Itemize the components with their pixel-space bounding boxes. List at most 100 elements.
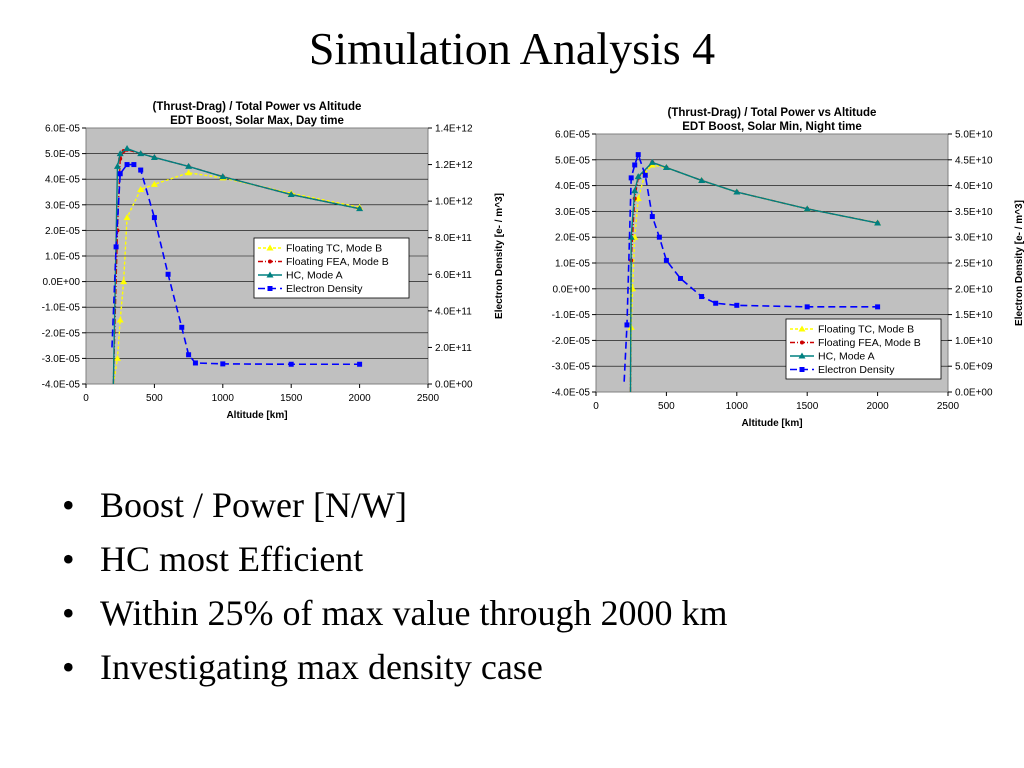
legend-label: HC, Mode A <box>818 351 875 363</box>
legend-label: Floating FEA, Mode B <box>818 337 921 349</box>
y-tick-label: 5.0E-05 <box>45 149 80 160</box>
x-tick-label: 2500 <box>937 401 960 412</box>
y-tick-label: 2.0E-05 <box>45 226 80 237</box>
x-tick-label: 2500 <box>417 393 440 404</box>
y-tick-label: 0.0E+00 <box>42 277 80 288</box>
y-tick-label: 4.0E-05 <box>45 175 80 186</box>
chart-solar-max-day: (Thrust-Drag) / Total Power vs Altitude E… <box>30 92 510 430</box>
x-tick-label: 1000 <box>212 393 235 404</box>
y2-tick-label: 0.0E+00 <box>955 388 993 399</box>
y2-tick-label: 2.0E+10 <box>955 284 993 295</box>
data-point <box>179 324 185 330</box>
y2-tick-label: 1.0E+10 <box>955 336 993 347</box>
legend-marker <box>800 340 804 345</box>
x-tick-label: 1500 <box>796 401 819 412</box>
y-tick-label: 5.0E-05 <box>555 155 590 166</box>
x-tick-label: 500 <box>146 393 163 404</box>
legend-label: HC, Mode A <box>286 270 343 282</box>
bullet-text: Within 25% of max value through 2000 km <box>100 593 728 633</box>
data-point <box>733 188 741 195</box>
data-point <box>165 271 171 277</box>
data-point <box>113 244 119 250</box>
data-point <box>287 191 295 198</box>
chart-svg: (Thrust-Drag) / Total Power vs Altitude E… <box>552 107 1024 429</box>
data-point <box>192 360 198 366</box>
data-point <box>874 219 882 226</box>
x-tick-label: 2000 <box>348 393 371 404</box>
data-point <box>220 361 226 367</box>
bullet-text: Boost / Power [N/W] <box>100 485 407 525</box>
chart-title: (Thrust-Drag) / Total Power vs Altitude <box>668 107 877 119</box>
data-point <box>632 162 638 168</box>
data-point <box>131 162 137 168</box>
data-point <box>713 300 719 306</box>
data-point <box>631 187 639 194</box>
series-hc-mode-a <box>112 144 364 384</box>
y2-tick-label: 3.0E+10 <box>955 233 993 244</box>
data-point <box>116 150 124 157</box>
data-point <box>151 215 157 221</box>
legend-label: Floating TC, Mode B <box>818 324 914 336</box>
data-point <box>120 278 128 285</box>
x-tick-label: 0 <box>83 393 89 404</box>
y-tick-label: -2.0E-05 <box>552 336 591 347</box>
data-point <box>138 167 144 173</box>
y2-tick-label: 5.0E+09 <box>955 362 993 373</box>
y2-tick-label: 4.0E+10 <box>955 181 993 192</box>
x-axis-label: Altitude [km] <box>741 418 802 429</box>
y-tick-label: 1.0E-05 <box>555 259 590 270</box>
bullet-icon: • <box>62 593 75 633</box>
bullet-item: • Within 25% of max value through 2000 km <box>62 586 727 640</box>
y2-tick-label: 5.0E+10 <box>955 130 993 141</box>
y-tick-label: -3.0E-05 <box>42 354 81 365</box>
data-point <box>656 234 662 240</box>
x-tick-label: 500 <box>658 401 675 412</box>
y2-tick-label: 4.0E+11 <box>435 306 472 317</box>
data-point <box>357 361 363 367</box>
data-point <box>137 150 145 157</box>
y-tick-label: -4.0E-05 <box>552 388 591 399</box>
data-point <box>804 304 810 310</box>
legend-marker <box>267 286 273 291</box>
series-line <box>112 147 360 384</box>
y2-tick-label: 4.5E+10 <box>955 155 993 166</box>
data-point <box>642 172 648 178</box>
data-point <box>123 214 131 221</box>
data-point <box>624 322 630 328</box>
data-point <box>150 153 158 160</box>
y2-tick-label: 0.0E+00 <box>435 380 473 391</box>
series-line <box>111 163 360 366</box>
data-point <box>628 175 634 181</box>
data-point <box>803 205 811 212</box>
legend-label: Electron Density <box>286 283 363 295</box>
bullet-text: HC most Efficient <box>100 539 364 579</box>
y2-tick-label: 1.2E+12 <box>435 160 473 171</box>
data-point <box>219 173 227 180</box>
data-point <box>635 152 641 158</box>
series-line <box>629 161 878 392</box>
y-tick-label: 1.0E-05 <box>45 252 80 263</box>
bullet-item: • Boost / Power [N/W] <box>62 478 727 532</box>
y-tick-label: -3.0E-05 <box>552 362 591 373</box>
data-point <box>648 158 656 165</box>
y-tick-label: -2.0E-05 <box>42 328 81 339</box>
y2-axis-label: Electron Density [e- / m^3] <box>494 193 505 319</box>
data-point <box>117 171 123 177</box>
chart-subtitle: EDT Boost, Solar Min, Night time <box>682 121 862 133</box>
y2-axis-label: Electron Density [e- / m^3] <box>1014 200 1024 326</box>
data-point <box>677 275 683 281</box>
y2-tick-label: 3.5E+10 <box>955 207 993 218</box>
legend-marker <box>266 271 274 278</box>
chart-title: (Thrust-Drag) / Total Power vs Altitude <box>153 101 362 113</box>
data-point <box>356 205 364 212</box>
legend-marker <box>799 367 805 372</box>
chart-solar-min-night: (Thrust-Drag) / Total Power vs Altitude E… <box>528 98 1024 440</box>
data-point <box>288 361 294 367</box>
y-tick-label: 3.0E-05 <box>555 207 590 218</box>
y2-tick-label: 2.5E+10 <box>955 259 993 270</box>
series-electron-density <box>623 152 881 382</box>
data-point <box>634 173 642 180</box>
x-axis-label: Altitude [km] <box>226 410 287 421</box>
